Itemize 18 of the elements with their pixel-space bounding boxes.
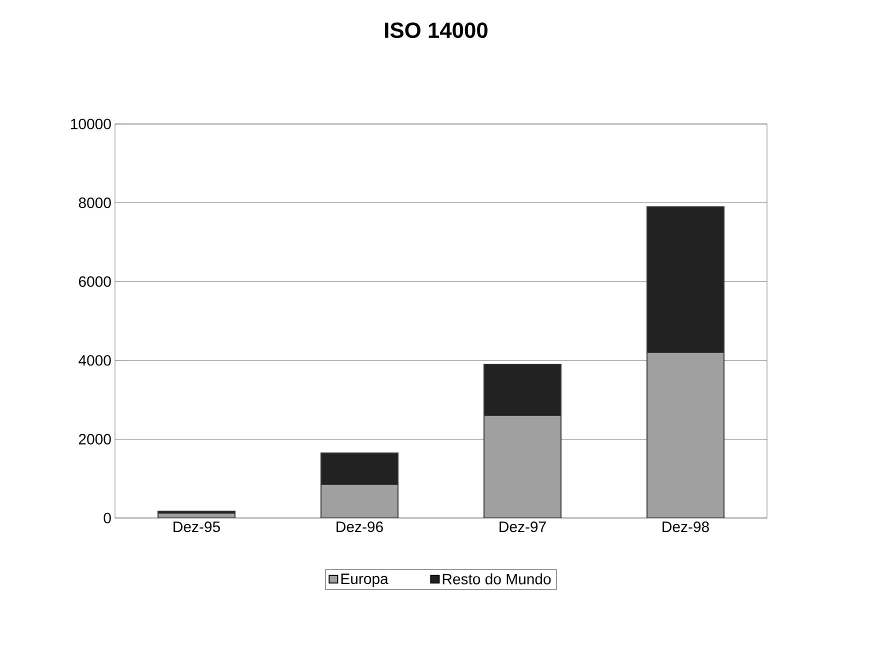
x-tick-label: Dez-96 <box>336 522 383 532</box>
y-tick-label: 2000 <box>78 434 111 444</box>
legend-label: Resto do Mundo <box>442 573 551 584</box>
x-tick-label: Dez-95 <box>174 522 220 532</box>
bar <box>646 352 725 518</box>
bar <box>484 364 562 416</box>
legend-label: Europa <box>341 574 388 588</box>
y-tick-label: 10000 <box>71 118 111 130</box>
x-tick-label: Dez-97 <box>500 522 546 532</box>
bar <box>320 484 399 518</box>
y-tick-label: 8000 <box>78 198 111 208</box>
x-tick-label: Dez-98 <box>662 522 709 532</box>
bar <box>484 415 562 518</box>
y-tick-label: 6000 <box>79 276 111 287</box>
y-tick-label: 0 <box>104 512 111 524</box>
y-tick-label: 4000 <box>78 355 111 366</box>
chart-title: ISO 14000 <box>385 22 488 38</box>
bar <box>320 452 399 486</box>
